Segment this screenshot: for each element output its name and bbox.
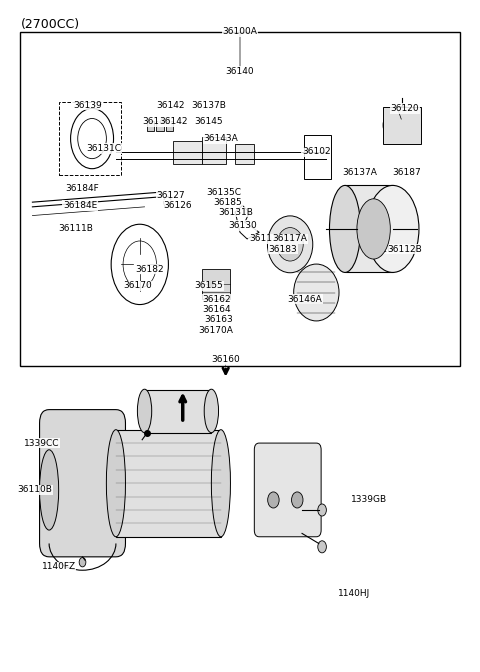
- Ellipse shape: [204, 389, 218, 433]
- Ellipse shape: [137, 389, 152, 433]
- Text: 36112B: 36112B: [387, 245, 422, 253]
- Text: 36140: 36140: [226, 67, 254, 76]
- Text: 1140HJ: 1140HJ: [338, 589, 371, 598]
- Ellipse shape: [318, 541, 326, 553]
- Text: 36100A: 36100A: [223, 27, 257, 36]
- Ellipse shape: [329, 185, 360, 272]
- Circle shape: [268, 492, 279, 508]
- Bar: [59, 101, 120, 175]
- Ellipse shape: [79, 558, 86, 567]
- Text: 36110: 36110: [364, 245, 393, 253]
- Text: 36163: 36163: [204, 314, 233, 324]
- Text: 36139: 36139: [73, 101, 102, 110]
- Text: 36117A: 36117A: [273, 235, 308, 243]
- Text: 36137A: 36137A: [342, 167, 377, 177]
- Circle shape: [291, 492, 303, 508]
- Text: 1140FZ: 1140FZ: [42, 562, 76, 571]
- Text: 36137B: 36137B: [192, 101, 227, 110]
- Text: 36131B: 36131B: [218, 208, 252, 216]
- Text: 36126: 36126: [164, 201, 192, 210]
- Bar: [21, 32, 459, 366]
- Text: 1339GB: 1339GB: [351, 495, 387, 505]
- Bar: [166, 120, 173, 130]
- FancyBboxPatch shape: [39, 410, 125, 557]
- Bar: [383, 107, 421, 144]
- Bar: [304, 135, 331, 179]
- Ellipse shape: [366, 185, 419, 272]
- Text: 36170A: 36170A: [199, 326, 234, 335]
- Text: 36142: 36142: [159, 118, 187, 126]
- Bar: [147, 120, 154, 130]
- Bar: [173, 140, 202, 164]
- Text: 36184F: 36184F: [66, 184, 99, 194]
- Text: 36135C: 36135C: [206, 187, 241, 197]
- Text: 36182: 36182: [135, 265, 164, 274]
- Text: 36127: 36127: [156, 191, 185, 200]
- Text: 36184E: 36184E: [63, 201, 97, 210]
- Text: 36170: 36170: [123, 282, 152, 290]
- Ellipse shape: [267, 216, 313, 273]
- Bar: [144, 390, 211, 433]
- Ellipse shape: [357, 199, 390, 259]
- Text: 36131C: 36131C: [86, 144, 121, 153]
- Text: 36120: 36120: [390, 104, 419, 113]
- Text: 36183: 36183: [269, 245, 297, 253]
- Text: 36102: 36102: [302, 147, 331, 157]
- Text: 1339CC: 1339CC: [24, 439, 60, 448]
- Ellipse shape: [107, 429, 125, 537]
- Ellipse shape: [318, 504, 326, 516]
- Text: 36111B: 36111B: [58, 224, 93, 233]
- Text: 36162: 36162: [202, 295, 230, 304]
- Text: (2700CC): (2700CC): [21, 18, 80, 31]
- Bar: [235, 144, 254, 164]
- Bar: [156, 120, 164, 130]
- Ellipse shape: [39, 450, 59, 530]
- Text: 36164: 36164: [202, 304, 230, 314]
- Text: 36142: 36142: [142, 118, 171, 126]
- Text: 36111B: 36111B: [249, 235, 284, 243]
- Text: 36145: 36145: [195, 118, 223, 126]
- Bar: [345, 185, 393, 272]
- Text: 36187: 36187: [393, 167, 421, 177]
- Bar: [116, 429, 221, 537]
- FancyBboxPatch shape: [254, 443, 321, 537]
- Text: 36143A: 36143A: [204, 134, 238, 143]
- Text: 36130: 36130: [228, 221, 257, 230]
- Ellipse shape: [277, 228, 303, 261]
- Ellipse shape: [383, 107, 421, 144]
- Bar: [202, 269, 230, 299]
- Text: 36146A: 36146A: [287, 295, 322, 304]
- Text: 36142: 36142: [156, 101, 185, 110]
- Text: 36160: 36160: [211, 355, 240, 364]
- Ellipse shape: [211, 429, 230, 537]
- Text: 36185: 36185: [214, 198, 242, 207]
- Ellipse shape: [294, 264, 339, 321]
- Text: 36155: 36155: [194, 282, 223, 290]
- Text: 36110B: 36110B: [17, 485, 52, 495]
- Bar: [202, 137, 226, 164]
